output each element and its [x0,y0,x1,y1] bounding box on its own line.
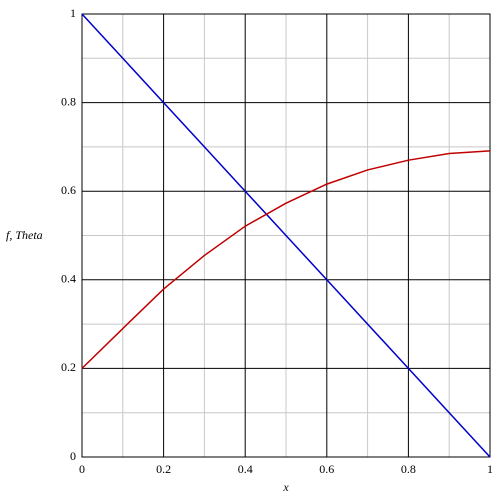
x-tick-label: 0.6 [319,462,334,476]
y-tick-label: 0.4 [61,272,76,286]
plot-frame [81,13,491,458]
x-tick-label: 0.4 [238,462,253,476]
y-tick-label: 0.6 [61,183,76,197]
x-tick-label: 0.2 [156,462,171,476]
y-tick-label: 0 [70,449,76,463]
y-tick-label: 0.8 [61,94,76,108]
line-series [81,150,491,369]
y-tick-label: 0.2 [61,360,76,374]
y-tick-label: 1 [70,6,76,20]
x-tick-label: 1 [487,462,493,476]
line-series [81,13,491,458]
x-axis-label: x [282,480,289,494]
x-tick-label: 0 [79,462,85,476]
y-axis-label: f, Theta [6,228,43,242]
x-tick-label: 0.8 [401,462,416,476]
